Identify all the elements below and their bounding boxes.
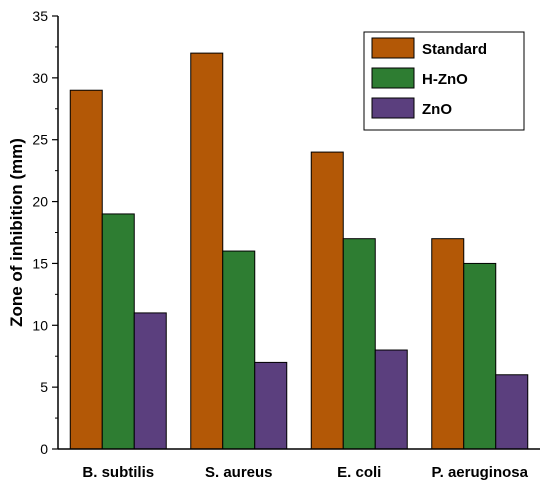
legend-label-standard: Standard	[422, 41, 487, 58]
y-tick-label: 10	[32, 317, 48, 333]
bar-zno-1	[133, 312, 167, 450]
legend: Standard H-ZnO ZnO	[363, 31, 525, 131]
bar-standard-2	[190, 52, 224, 450]
x-tick-label: B. subtilis	[82, 464, 154, 481]
bar-h-zno-1	[101, 213, 135, 450]
bar-h-zno-4	[463, 262, 497, 450]
y-tick-label: 5	[40, 379, 48, 395]
x-tick-label: S. aureus	[205, 464, 273, 481]
x-tick-label: P. aeruginosa	[432, 464, 529, 481]
x-tick-label: E. coli	[337, 464, 381, 481]
bar-zno-4	[495, 374, 529, 450]
legend-swatch-zno	[371, 97, 415, 119]
legend-swatch-h-zno	[371, 67, 415, 89]
bar-h-zno-3	[342, 238, 376, 450]
y-tick-label: 25	[32, 132, 48, 148]
legend-label-h-zno: H-ZnO	[422, 71, 468, 88]
y-tick-label: 0	[40, 441, 48, 457]
bar-h-zno-2	[222, 250, 256, 450]
bar-standard-1	[69, 89, 103, 450]
axes-group: B. subtilis S. aureus E. coli P. aeruginosa…	[32, 8, 540, 481]
y-tick-label: 15	[32, 255, 48, 271]
y-tick-label: 20	[32, 194, 48, 210]
y-axis-title: Zone of inhibition (mm)	[7, 138, 26, 327]
bar-zno-3	[374, 349, 408, 450]
bar-standard-3	[310, 151, 344, 450]
bar-standard-4	[431, 238, 465, 450]
y-tick-label: 30	[32, 70, 48, 86]
bars-group	[69, 52, 529, 450]
legend-swatch-standard	[371, 37, 415, 59]
y-tick-label: 35	[32, 8, 48, 24]
legend-label-zno: ZnO	[422, 101, 452, 118]
bar-zno-2	[254, 361, 288, 450]
